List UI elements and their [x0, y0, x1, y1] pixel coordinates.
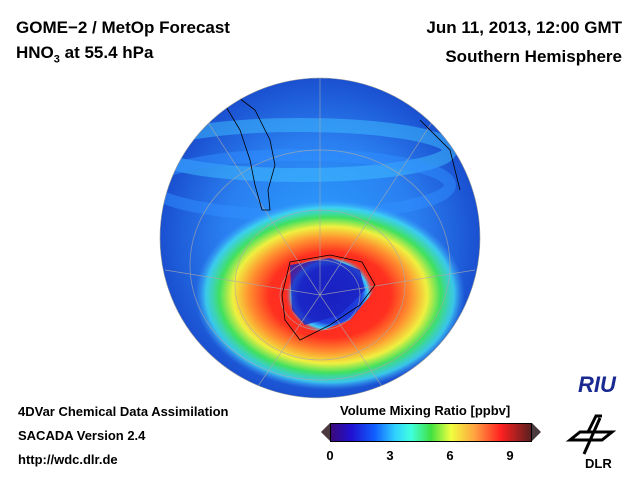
- dlr-logo-icon: [565, 414, 617, 455]
- species-level: HNO3 at 55.4 hPa: [16, 43, 153, 65]
- riu-logo: RIU: [578, 372, 616, 397]
- species-name: HNO: [16, 43, 54, 62]
- colorbar-max-extension: [532, 423, 541, 441]
- coastlines: [224, 94, 461, 341]
- colorbar-tick: 3: [386, 448, 394, 463]
- map-title: GOME−2 / MetOp Forecast: [16, 18, 230, 37]
- hemisphere-label: Southern Hemisphere: [445, 47, 622, 66]
- forecast-date: Jun 11, 2013, 12:00 GMT: [426, 18, 622, 37]
- species-subscript: 3: [53, 53, 60, 66]
- footer-url[interactable]: http://wdc.dlr.de: [18, 452, 118, 467]
- colorbar-min-extension: [321, 423, 330, 441]
- footer-version: SACADA Version 2.4: [18, 428, 146, 443]
- colorbar-tick: 0: [326, 448, 334, 463]
- colorbar-tick: 9: [506, 448, 514, 463]
- colorbar-title: Volume Mixing Ratio [ppbv]: [340, 403, 511, 418]
- dlr-logo-text: DLR: [585, 456, 612, 471]
- footer-method: 4DVar Chemical Data Assimilation: [18, 404, 229, 419]
- pressure-level: at 55.4 hPa: [59, 43, 154, 62]
- colorbar-tick: 6: [446, 448, 454, 463]
- colorbar: [330, 423, 532, 442]
